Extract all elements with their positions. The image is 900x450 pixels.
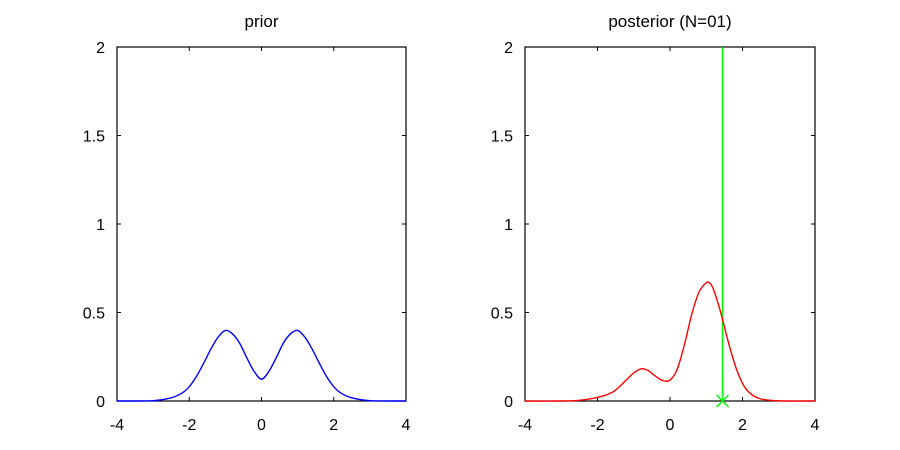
- prior-ytick-label: 2: [96, 40, 105, 57]
- prior-axes-box: [116, 46, 407, 402]
- posterior-ytick-label: 0: [504, 394, 513, 411]
- posterior-xtick-label: 2: [738, 417, 747, 434]
- posterior-xtick-label: 0: [666, 417, 675, 434]
- posterior-curve-0: [524, 281, 816, 402]
- prior-xtick-label: 0: [257, 417, 266, 434]
- posterior-xtick-label: 4: [811, 417, 820, 434]
- prior-curve-0: [116, 329, 407, 402]
- posterior-ytick-label: 1.5: [491, 129, 513, 146]
- prior-ytick-label: 0.5: [83, 306, 105, 323]
- posterior-observation-marker: [716, 394, 730, 408]
- posterior-plot: posterior (N=01) -4 -2 0 2 4 0 0.5 1 1.5 2: [491, 12, 820, 434]
- prior-title: prior: [244, 12, 278, 31]
- marker-stroke: [716, 394, 730, 408]
- prior-plot: prior -4 -2 0 2 4 0 0.5 1 1.5 2: [83, 12, 411, 434]
- prior-xtick-label: 2: [329, 417, 338, 434]
- posterior-title: posterior (N=01): [608, 12, 731, 31]
- posterior-ytick-label: 1: [504, 217, 513, 234]
- prior-xtick-label: -4: [110, 417, 124, 434]
- posterior-ytick-label: 2: [504, 40, 513, 57]
- posterior-axes-box: [524, 46, 816, 402]
- posterior-xtick-label: -2: [590, 417, 604, 434]
- prior-xtick-label: 4: [402, 417, 411, 434]
- prior-xtick-label: -2: [182, 417, 196, 434]
- posterior-ytick-label: 0.5: [491, 306, 513, 323]
- posterior-xtick-label: -4: [518, 417, 532, 434]
- prior-ytick-label: 0: [96, 394, 105, 411]
- prior-ytick-label: 1: [96, 217, 105, 234]
- prior-ytick-label: 1.5: [83, 129, 105, 146]
